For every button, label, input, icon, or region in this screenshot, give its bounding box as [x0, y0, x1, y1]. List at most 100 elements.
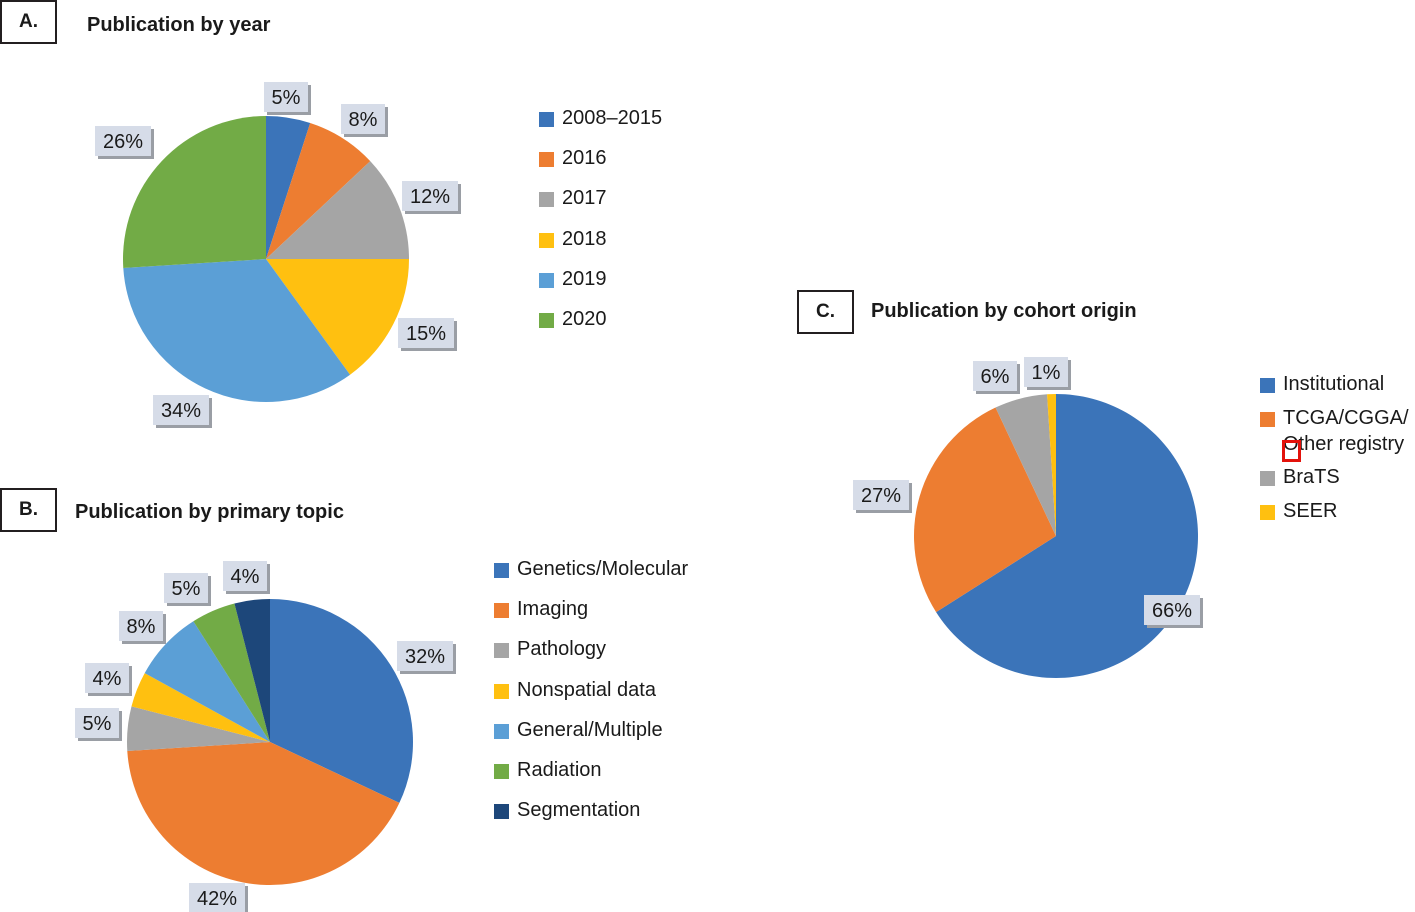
data-label-box: [341, 104, 385, 134]
legend-label: SEER: [1283, 500, 1338, 522]
legend-item: Institutional: [1260, 373, 1409, 408]
data-label-text: 1%: [1032, 362, 1061, 384]
legend-swatch: [1260, 378, 1275, 393]
data-label: 12%: [402, 181, 461, 214]
legend-swatch: [494, 804, 509, 820]
data-label: 34%: [153, 395, 212, 428]
pie-slice-genetics-molecular: [270, 599, 413, 803]
data-label: 26%: [95, 126, 154, 159]
legend-label: 2017: [562, 187, 607, 210]
panel-a-title: Publication by year: [87, 14, 271, 36]
panel-a-letter: A.: [0, 0, 57, 44]
data-label-text: 4%: [93, 668, 122, 690]
legend-item: SEER: [1260, 500, 1409, 535]
pie-slice-pathology: [127, 706, 270, 751]
legend-item: 2016: [539, 147, 662, 188]
legend-swatch: [1260, 412, 1275, 427]
legend-label: Pathology: [517, 638, 606, 661]
legend-swatch: [494, 723, 509, 739]
legend-swatch: [539, 112, 554, 127]
panel-c-title: Publication by cohort origin: [871, 300, 1137, 322]
data-label: 27%: [853, 480, 912, 513]
pie-chart-year: 5% 8% 12% 15% 34% 26%: [95, 82, 461, 428]
legend-swatch: [1260, 505, 1275, 520]
legend-item: 2020: [539, 308, 662, 349]
data-label-box: [119, 611, 163, 641]
pie-slice-seer: [1047, 394, 1056, 536]
panel-c-letter: C.: [797, 290, 854, 334]
legend-swatch: [494, 563, 509, 578]
legend-item: 2018: [539, 227, 662, 269]
legend-year: 2008–2015 2016 2017 2018 2019 2020: [539, 107, 663, 349]
legend-swatch: [539, 152, 554, 168]
legend-label: Institutional: [1283, 373, 1385, 395]
legend-swatch: [539, 272, 554, 288]
highlight-box: [1282, 440, 1301, 462]
pie-slice-general-multiple: [144, 621, 270, 742]
data-label: 5%: [164, 573, 211, 606]
legend-item: Imaging: [494, 598, 688, 639]
legend-topic: Genetics/Molecular Imaging Pathology Nonspa…: [494, 558, 689, 840]
pie-chart-cohort: 66% 27% 6% 1%: [853, 357, 1203, 678]
legend-label: TCGA/CGGA/Other registry: [1283, 407, 1409, 455]
legend-label: 2018: [562, 227, 607, 250]
data-label-box: [264, 82, 308, 112]
data-label-text: 26%: [103, 131, 143, 153]
data-label: 5%: [264, 82, 311, 115]
data-label-text: 12%: [410, 186, 450, 208]
data-label: 66%: [1144, 595, 1203, 628]
pie-slice-tcga-cgga-other-registry: [914, 407, 1056, 613]
data-label-box: [1144, 595, 1200, 625]
pie-slice-brats: [995, 394, 1056, 536]
data-label: 42%: [189, 883, 248, 912]
pie-chart-topic: 32% 42% 5% 4% 8% 5% 4%: [75, 561, 456, 912]
legend-swatch: [539, 192, 554, 208]
pie-slice-2020: [123, 116, 266, 268]
data-label-text: 5%: [172, 578, 201, 600]
pie-slice-2018: [266, 259, 409, 375]
legend-label: 2008–2015: [562, 107, 663, 129]
legend-item: Pathology: [494, 638, 688, 679]
pie-slice-2019: [123, 259, 351, 402]
legend-item: Genetics/Molecular: [494, 558, 689, 599]
data-label: 4%: [85, 663, 132, 696]
data-label-box: [853, 480, 909, 510]
legend-item: Nonspatial data: [494, 678, 688, 720]
legend-item: TCGA/CGGA/Other registry: [1260, 407, 1409, 467]
data-label-text: 27%: [861, 485, 901, 507]
legend-item: 2017: [539, 187, 662, 228]
data-label-box: [85, 663, 129, 693]
data-label: 6%: [973, 361, 1020, 394]
data-label: 1%: [1024, 357, 1071, 390]
panel-b-letter: B.: [0, 488, 57, 532]
pie-slice-nonspatial-data: [131, 673, 270, 742]
data-label: 8%: [341, 104, 388, 137]
data-label: 32%: [397, 641, 456, 674]
legend-label: Imaging: [517, 598, 589, 621]
data-label-text: 34%: [161, 400, 201, 422]
legend-item: General/Multiple: [494, 719, 688, 760]
pie-slice-segmentation: [234, 599, 270, 742]
legend-item: Segmentation: [494, 799, 688, 840]
data-label-text: 6%: [981, 366, 1010, 388]
data-label-text: 4%: [231, 566, 260, 588]
data-label-box: [1024, 357, 1068, 387]
data-label-box: [402, 181, 458, 211]
legend-swatch: [494, 603, 509, 619]
data-label-text: 5%: [83, 713, 112, 735]
pie-slice-radiation: [193, 603, 270, 742]
legend-swatch: [539, 232, 554, 248]
legend-label: Nonspatial data: [517, 678, 656, 701]
legend-label: Genetics/Molecular: [517, 558, 689, 580]
data-label-text: 8%: [127, 616, 156, 638]
data-label-text: 66%: [1152, 600, 1192, 622]
legend-swatch: [494, 683, 509, 699]
data-label-box: [397, 641, 453, 671]
legend-item: BraTS: [1260, 466, 1409, 501]
data-label: 4%: [223, 561, 270, 594]
pie-slice-2008-2015: [266, 116, 311, 259]
data-label: 5%: [75, 708, 122, 741]
data-label-box: [153, 395, 209, 425]
legend-swatch: [1260, 471, 1275, 486]
data-label: 8%: [119, 611, 166, 644]
